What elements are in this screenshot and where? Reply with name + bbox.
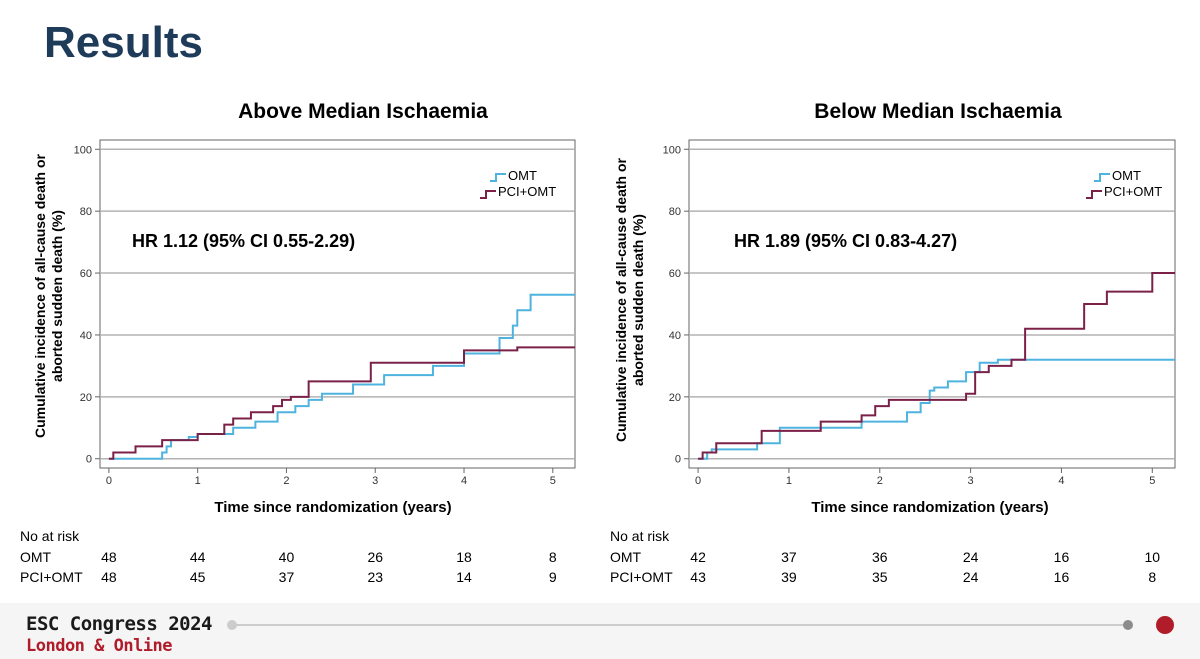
at-risk-value: 9 xyxy=(549,569,557,585)
at-risk-row-label: PCI+OMT xyxy=(20,569,83,585)
legend: OMT PCI+OMT xyxy=(480,168,556,199)
at-risk-value: 45 xyxy=(190,569,206,585)
y-axis-label-line2: aborted sudden death (%) xyxy=(49,210,65,382)
y-tick-label: 20 xyxy=(80,392,92,404)
at-risk-heading: No at risk xyxy=(20,528,80,544)
y-tick-label: 20 xyxy=(669,392,681,404)
at-risk-value: 42 xyxy=(690,549,706,565)
slide-progress xyxy=(227,616,1174,634)
at-risk-value: 39 xyxy=(781,569,797,585)
y-axis-label-line1: Cumulative incidence of all-cause death … xyxy=(32,153,48,438)
at-risk-value: 14 xyxy=(456,569,472,585)
x-tick-label: 0 xyxy=(106,475,112,487)
x-tick-label: 2 xyxy=(877,475,883,487)
x-axis-label: Time since randomization (years) xyxy=(214,499,451,516)
chart-title: Above Median Ischaemia xyxy=(238,100,488,123)
x-tick-label: 3 xyxy=(968,475,974,487)
series-line-omt xyxy=(108,293,575,460)
chart-title: Below Median Ischaemia xyxy=(814,100,1062,123)
at-risk-table: No at risk OMT PCI+OMT xyxy=(610,528,673,585)
km-plot-below-median: Below Median Ischaemia Cumulative incide… xyxy=(610,100,1176,585)
at-risk-row-label: OMT xyxy=(610,549,642,565)
y-tick-label: 40 xyxy=(669,330,681,342)
at-risk-value: 43 xyxy=(690,569,706,585)
km-plot-above-median: Above Median Ischaemia Cumulative incide… xyxy=(20,100,576,585)
legend-omt-swatch xyxy=(490,173,506,182)
plot-area: 0 20 40 60 80 100 0 1 2 3 4 5 xyxy=(74,139,576,487)
conference-location: London & Online xyxy=(26,636,173,656)
at-risk-value: 24 xyxy=(963,549,979,565)
y-tick-label: 0 xyxy=(675,454,681,466)
legend-pci-swatch xyxy=(480,190,496,199)
at-risk-value: 18 xyxy=(456,549,472,565)
at-risk-value: 37 xyxy=(781,549,797,565)
legend: OMT PCI+OMT xyxy=(1086,168,1162,199)
progress-active-dot xyxy=(1156,616,1174,634)
at-risk-value: 40 xyxy=(279,549,295,565)
plot-area: 0 20 40 60 80 100 0 1 2 3 4 5 xyxy=(663,139,1176,487)
legend-omt-label: OMT xyxy=(1112,168,1141,183)
at-risk-value: 48 xyxy=(101,569,117,585)
at-risk-value: 36 xyxy=(872,549,888,565)
at-risk-value: 37 xyxy=(279,569,295,585)
y-axis-label-line2: aborted sudden death (%) xyxy=(630,214,646,386)
at-risk-row-label: PCI+OMT xyxy=(610,569,673,585)
at-risk-value: 24 xyxy=(963,569,979,585)
at-risk-value: 26 xyxy=(367,549,383,565)
x-tick-label: 0 xyxy=(695,475,701,487)
at-risk-value: 16 xyxy=(1054,569,1070,585)
at-risk-value: 23 xyxy=(367,569,383,585)
at-risk-value: 35 xyxy=(872,569,888,585)
legend-omt-swatch xyxy=(1094,173,1110,182)
series-line-pci-omt xyxy=(108,346,575,460)
legend-pci-swatch xyxy=(1086,190,1102,199)
at-risk-heading: No at risk xyxy=(610,528,670,544)
legend-pci-label: PCI+OMT xyxy=(1104,184,1162,199)
plot-frame xyxy=(688,139,1176,469)
progress-dot xyxy=(1123,620,1133,630)
at-risk-row-label: OMT xyxy=(20,549,52,565)
conference-name: ESC Congress 2024 xyxy=(26,613,212,635)
y-tick-label: 80 xyxy=(80,206,92,218)
at-risk-value: 48 xyxy=(101,549,117,565)
x-tick-label: 4 xyxy=(1058,475,1064,487)
x-tick-label: 5 xyxy=(1149,475,1155,487)
series-line-omt xyxy=(698,358,1175,460)
at-risk-value: 10 xyxy=(1145,549,1161,565)
y-tick-label: 60 xyxy=(80,268,92,280)
y-tick-label: 40 xyxy=(80,330,92,342)
plot-frame xyxy=(99,139,576,469)
y-tick-label: 100 xyxy=(74,144,92,156)
at-risk-value: 8 xyxy=(1148,569,1156,585)
x-tick-label: 3 xyxy=(372,475,378,487)
at-risk-value: 44 xyxy=(190,549,206,565)
progress-start-dot xyxy=(227,620,237,630)
series-line-pci-omt xyxy=(698,272,1175,460)
y-axis-label-line1: Cumulative incidence of all-cause death … xyxy=(613,157,629,442)
y-tick-label: 0 xyxy=(86,454,92,466)
x-tick-label: 1 xyxy=(195,475,201,487)
y-tick-label: 60 xyxy=(669,268,681,280)
hazard-ratio-annotation: HR 1.89 (95% CI 0.83-4.27) xyxy=(734,231,957,251)
legend-omt-label: OMT xyxy=(508,168,537,183)
x-tick-label: 2 xyxy=(283,475,289,487)
legend-pci-label: PCI+OMT xyxy=(498,184,556,199)
at-risk-table: No at risk OMT PCI+OMT xyxy=(20,528,83,585)
at-risk-value: 16 xyxy=(1054,549,1070,565)
at-risk-value: 8 xyxy=(549,549,557,565)
footer-bar: ESC Congress 2024 London & Online xyxy=(0,603,1200,659)
x-tick-label: 4 xyxy=(461,475,467,487)
y-tick-label: 80 xyxy=(669,206,681,218)
slide-title: Results xyxy=(44,18,203,67)
hazard-ratio-annotation: HR 1.12 (95% CI 0.55-2.29) xyxy=(132,231,355,251)
x-tick-label: 5 xyxy=(550,475,556,487)
y-tick-label: 100 xyxy=(663,144,681,156)
x-tick-label: 1 xyxy=(786,475,792,487)
x-axis-label: Time since randomization (years) xyxy=(811,499,1048,516)
